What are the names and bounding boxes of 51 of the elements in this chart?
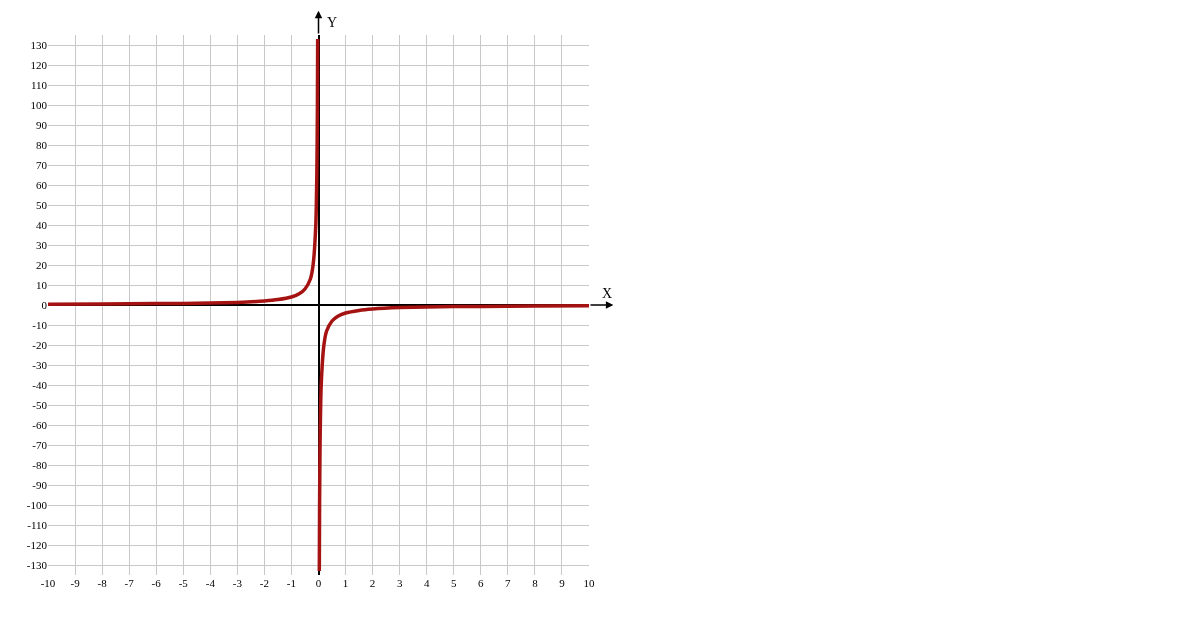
line-series bbox=[48, 37, 320, 306]
x-tick-label: 4 bbox=[423, 577, 430, 589]
x-tick-label: -1 bbox=[286, 577, 297, 589]
y-tick-label: -30 bbox=[32, 358, 48, 371]
y-tick-label: -20 bbox=[32, 338, 48, 351]
y-axis-title: Y bbox=[327, 15, 338, 30]
y-tick-label: 120 bbox=[30, 58, 48, 71]
x-axis-title: X bbox=[602, 286, 613, 301]
y-tick-label: 100 bbox=[30, 98, 48, 111]
y-tick-label: -120 bbox=[26, 538, 48, 551]
y-tick-label: -70 bbox=[32, 438, 48, 451]
x-tick-label: 9 bbox=[559, 577, 566, 589]
y-tick-label: 130 bbox=[30, 38, 48, 51]
x-tick-label: -4 bbox=[205, 577, 216, 589]
x-tick-label: -8 bbox=[97, 577, 108, 589]
x-tick-label: -6 bbox=[151, 577, 162, 589]
y-tick-label: 80 bbox=[36, 138, 48, 151]
line-series bbox=[317, 304, 589, 573]
x-tick-label: 3 bbox=[396, 577, 403, 589]
y-tick-label: -100 bbox=[26, 498, 48, 511]
y-tick-label: -80 bbox=[32, 458, 48, 471]
y-tick-label: 20 bbox=[36, 258, 48, 271]
y-tick-label: -110 bbox=[27, 518, 48, 531]
x-tick-label: 1 bbox=[342, 577, 349, 589]
x-tick-label: -3 bbox=[232, 577, 243, 589]
x-tick-label: -9 bbox=[70, 577, 81, 589]
y-tick-label: 70 bbox=[36, 158, 48, 171]
x-tick-label: 6 bbox=[478, 577, 485, 589]
y-tick-label: 50 bbox=[36, 198, 48, 211]
x-tick-label: -5 bbox=[178, 577, 189, 589]
x-tick-label: 7 bbox=[505, 577, 512, 589]
y-tick-label: 110 bbox=[30, 78, 48, 91]
x-tick-label: -2 bbox=[259, 577, 269, 589]
x-tick-label: 0 bbox=[315, 577, 322, 589]
x-tick-label: 8 bbox=[532, 577, 539, 589]
y-tick-label: 0 bbox=[41, 298, 48, 311]
x-tick-label: 2 bbox=[369, 577, 376, 589]
x-tick-label: -7 bbox=[124, 577, 135, 589]
y-tick-label: -10 bbox=[32, 318, 48, 331]
y-tick-label: 30 bbox=[36, 238, 48, 251]
y-tick-label: -50 bbox=[32, 398, 48, 411]
y-tick-label: 10 bbox=[36, 278, 48, 291]
x-tick-label: 10 bbox=[583, 577, 595, 589]
y-tick-label: -60 bbox=[32, 418, 48, 431]
y-tick-label: 90 bbox=[36, 118, 48, 131]
y-tick-label: 60 bbox=[36, 178, 48, 191]
y-tick-label: -90 bbox=[32, 478, 48, 491]
y-tick-label: 40 bbox=[36, 218, 48, 231]
x-tick-label: 5 bbox=[451, 577, 457, 589]
y-tick-label: -130 bbox=[26, 558, 48, 571]
y-tick-label: -40 bbox=[32, 378, 48, 391]
